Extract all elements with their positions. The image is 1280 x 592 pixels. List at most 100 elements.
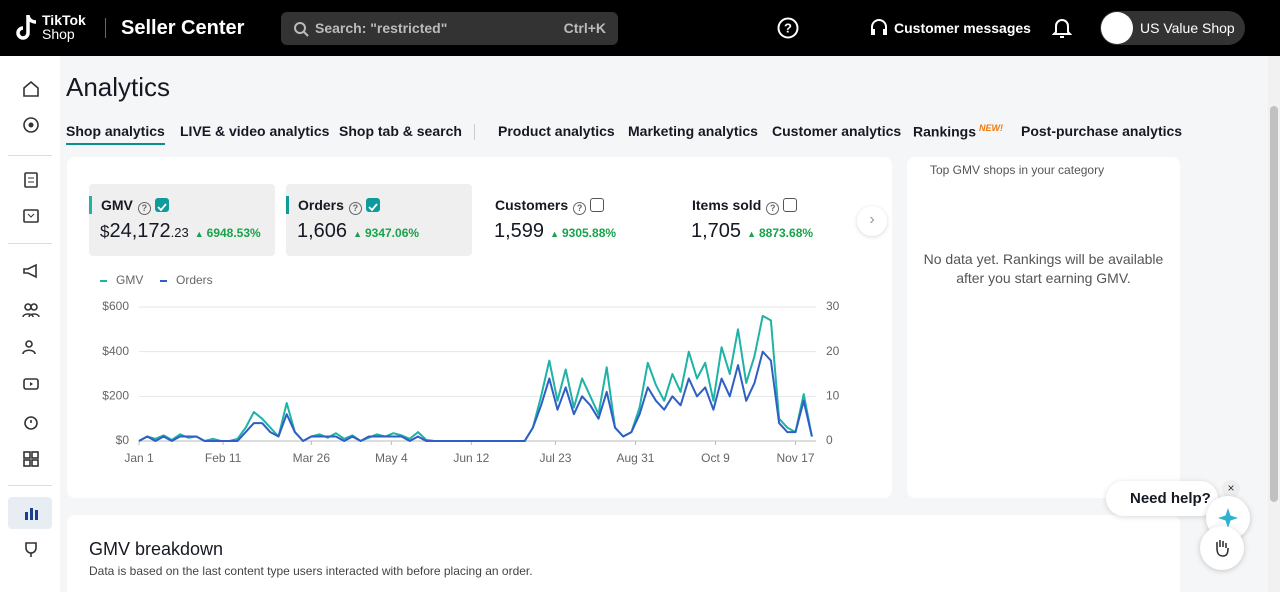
metric-checkbox[interactable] <box>365 198 380 212</box>
tab[interactable]: Marketing analytics <box>628 123 758 139</box>
metric-card[interactable]: Customers? 1,599 ▲ 9305.88% <box>483 184 669 256</box>
metric-card[interactable]: GMV? $24,172.23 ▲ 6948.53% <box>89 184 275 256</box>
metric-value: $24,172.23 ▲ 6948.53% <box>100 220 261 243</box>
tab-divider <box>474 124 475 140</box>
tab[interactable]: Shop tab & search <box>339 123 462 139</box>
bell-icon[interactable] <box>1052 17 1072 39</box>
page-title: Analytics <box>66 72 171 102</box>
metric-number: 1,705 <box>691 220 742 242</box>
metric-checkbox[interactable] <box>154 198 169 212</box>
metric-value: 1,606 ▲ 9347.06% <box>297 220 419 243</box>
metric-card[interactable]: Items sold? 1,705 ▲ 8873.68% <box>680 184 866 256</box>
y-tick-label: $600 <box>102 299 129 313</box>
nav-growth[interactable] <box>22 116 40 134</box>
y2-tick-label: 20 <box>826 344 840 358</box>
nav-separator <box>8 485 52 486</box>
change-value: 8873.68% <box>758 226 814 240</box>
tab-label: Shop tab & search <box>339 123 462 139</box>
help-bubble[interactable]: Need help? <box>1106 481 1218 516</box>
nav-apps[interactable] <box>22 450 40 468</box>
nav-products[interactable] <box>22 207 40 225</box>
search-shortcut: Ctrl+K <box>563 20 606 36</box>
top-bar: TikTok Shop Seller Center Search: "restr… <box>0 0 1280 56</box>
metric-number: 1,606 <box>297 220 348 242</box>
product-name: Seller Center <box>121 17 245 39</box>
x-tick-label: May 4 <box>375 451 408 465</box>
help-close[interactable]: × <box>1222 480 1240 498</box>
logo-icon <box>16 15 37 40</box>
metric-checkbox[interactable] <box>783 198 798 212</box>
headset-icon <box>871 19 887 35</box>
feedback-button[interactable] <box>1200 526 1244 570</box>
metric-change: ▲ 9347.06% <box>353 226 419 240</box>
metric-number: 1,599 <box>494 220 545 242</box>
change-value: 9347.06% <box>364 226 420 240</box>
tab-label: Customer analytics <box>772 123 902 139</box>
change-value: 6948.53% <box>206 226 261 240</box>
tab[interactable]: LIVE & video analytics <box>180 123 329 139</box>
nav-rewards[interactable] <box>22 541 40 559</box>
check-mark <box>368 203 378 212</box>
tab-label: Marketing analytics <box>628 123 758 139</box>
nav-home[interactable] <box>22 80 40 98</box>
breakdown-card: GMV breakdown Data is based on the last … <box>67 515 1180 592</box>
search-icon <box>294 22 309 37</box>
breakdown-title: GMV breakdown <box>89 539 224 559</box>
shop-name: US Value Shop <box>1140 20 1235 36</box>
nav-affiliates[interactable] <box>22 301 40 319</box>
tab-label: Rankings <box>913 123 977 140</box>
scroll-thumb[interactable] <box>1270 106 1278 502</box>
nav-customers[interactable] <box>22 338 40 356</box>
y-tick-label: $0 <box>116 433 130 447</box>
legend-label: GMV <box>116 273 143 287</box>
next-button[interactable]: › <box>857 206 887 236</box>
y-tick-label: $400 <box>102 344 129 358</box>
metric-cents: .23 <box>170 225 189 240</box>
series-line <box>138 314 813 442</box>
series-line <box>138 350 813 442</box>
tab-underline <box>66 143 165 145</box>
logo-top: TikTok <box>42 12 86 28</box>
info-icon: ? <box>348 202 362 215</box>
metric-accent <box>89 196 92 214</box>
svg-text:?: ? <box>784 20 792 35</box>
info-icon: ? <box>573 202 587 215</box>
chart: $0 $200 $400 $600 0 10 20 30 Jan 1 Feb 11 Mar 26 Ma… <box>100 273 840 465</box>
info-icon: ? <box>137 202 151 215</box>
change-value: 9305.88% <box>561 226 617 240</box>
metric-card[interactable]: Orders? 1,606 ▲ 9347.06% <box>286 184 472 256</box>
nav-separator <box>8 155 52 156</box>
metric-name: Orders <box>298 197 344 213</box>
metric-name: Items sold <box>692 197 762 213</box>
nav-orders[interactable] <box>22 171 40 189</box>
metric-checkbox[interactable] <box>590 198 605 212</box>
nav-timer[interactable] <box>22 413 40 431</box>
y2-tick-label: 10 <box>826 389 840 403</box>
metric-number: 24,172 <box>109 220 171 242</box>
shop-menu[interactable]: US Value Shop <box>1100 11 1245 45</box>
x-tick-label: Jun 12 <box>453 451 489 465</box>
divider <box>105 18 106 38</box>
messages-link[interactable]: Customer messages <box>894 20 1031 36</box>
x-tick-label: Jul 23 <box>539 451 571 465</box>
search-box[interactable]: Search: "restricted" Ctrl+K <box>281 12 618 45</box>
help-icon[interactable]: ? <box>777 17 799 39</box>
nav-analytics[interactable] <box>22 504 40 522</box>
info-icon: ? <box>766 202 780 215</box>
metric-change: ▲ 8873.68% <box>747 226 813 240</box>
nav-marketing[interactable] <box>22 262 40 280</box>
tab[interactable]: Post-purchase analytics <box>1021 123 1182 139</box>
x-tick-label: Nov 17 <box>776 451 814 465</box>
metric-accent <box>286 196 289 214</box>
tab[interactable]: Rankings NEW! <box>913 123 1003 140</box>
tab[interactable]: Product analytics <box>498 123 615 139</box>
y-tick-label: $200 <box>102 389 129 403</box>
sparkle-icon <box>1218 508 1238 528</box>
y2-tick-label: 0 <box>826 433 833 447</box>
nav-live[interactable] <box>22 375 40 393</box>
tab[interactable]: Shop analytics <box>66 123 165 145</box>
metric-value: 1,705 ▲ 8873.68% <box>691 220 813 243</box>
tab[interactable]: Customer analytics <box>772 123 901 139</box>
